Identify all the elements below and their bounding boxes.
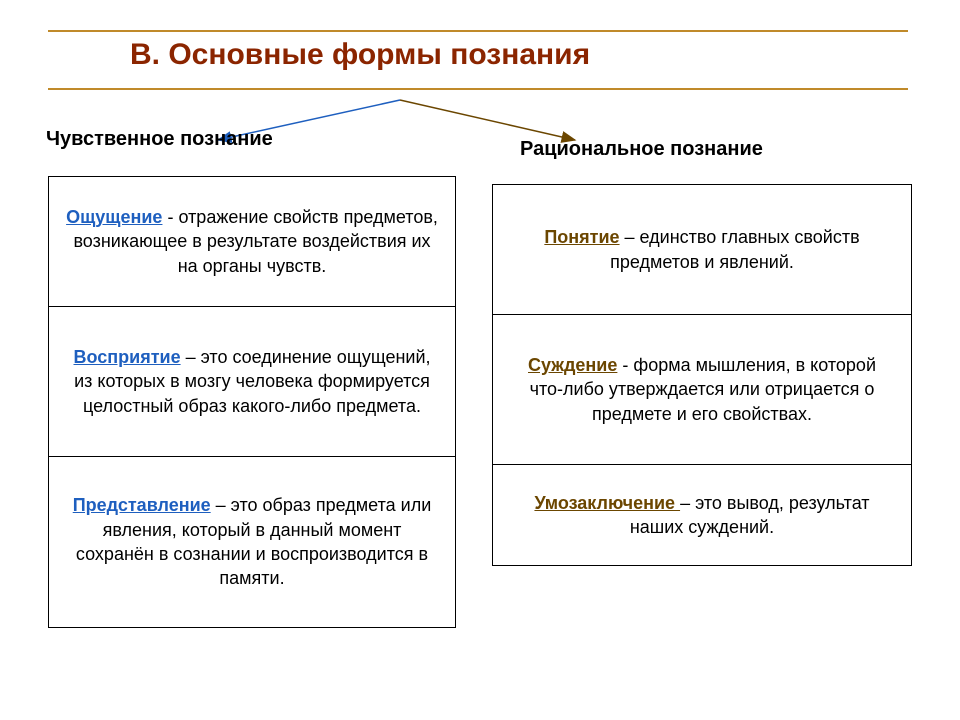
branch-arrows	[0, 0, 960, 200]
table-row: Понятие – единство главных свойств предм…	[493, 185, 911, 315]
definition-text: – единство главных свойств предметов и я…	[610, 227, 860, 271]
table-row: Ощущение - отражение свойств предметов, …	[49, 177, 455, 307]
term: Понятие	[544, 227, 619, 247]
table-row: Представление – это образ предмета или я…	[49, 457, 455, 627]
table-row: Восприятие – это соединение ощущений, из…	[49, 307, 455, 457]
left-heading: Чувственное познание	[46, 128, 273, 151]
term: Суждение	[528, 355, 617, 375]
left-table: Ощущение - отражение свойств предметов, …	[48, 176, 456, 628]
table-row: Умозаключение – это вывод, результат наш…	[493, 465, 911, 565]
arrow-right-line	[400, 100, 575, 140]
term: Умозаключение	[534, 493, 680, 513]
right-table: Понятие – единство главных свойств предм…	[492, 184, 912, 566]
right-heading: Рациональное познание	[520, 138, 763, 161]
term: Представление	[73, 495, 211, 515]
term: Восприятие	[74, 347, 181, 367]
term: Ощущение	[66, 207, 162, 227]
table-row: Суждение - форма мышления, в которой что…	[493, 315, 911, 465]
